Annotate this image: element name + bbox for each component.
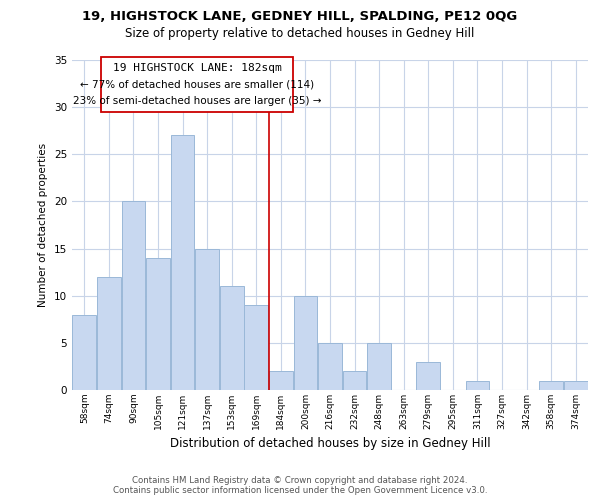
Bar: [466, 380, 490, 390]
Bar: [146, 258, 170, 390]
Text: 19, HIGHSTOCK LANE, GEDNEY HILL, SPALDING, PE12 0QG: 19, HIGHSTOCK LANE, GEDNEY HILL, SPALDIN…: [82, 10, 518, 23]
Text: 23% of semi-detached houses are larger (35) →: 23% of semi-detached houses are larger (…: [73, 96, 322, 106]
Bar: [97, 277, 121, 390]
FancyBboxPatch shape: [101, 57, 293, 112]
Text: ← 77% of detached houses are smaller (114): ← 77% of detached houses are smaller (11…: [80, 80, 314, 90]
Text: Size of property relative to detached houses in Gedney Hill: Size of property relative to detached ho…: [125, 28, 475, 40]
Bar: [220, 286, 244, 390]
Bar: [416, 362, 440, 390]
Bar: [122, 202, 145, 390]
Bar: [343, 371, 367, 390]
Text: Contains HM Land Registry data © Crown copyright and database right 2024.
Contai: Contains HM Land Registry data © Crown c…: [113, 476, 487, 495]
Bar: [73, 314, 96, 390]
Bar: [318, 343, 342, 390]
X-axis label: Distribution of detached houses by size in Gedney Hill: Distribution of detached houses by size …: [170, 438, 490, 450]
Bar: [244, 305, 268, 390]
Bar: [564, 380, 587, 390]
Text: 19 HIGHSTOCK LANE: 182sqm: 19 HIGHSTOCK LANE: 182sqm: [113, 62, 281, 72]
Bar: [539, 380, 563, 390]
Y-axis label: Number of detached properties: Number of detached properties: [38, 143, 49, 307]
Bar: [269, 371, 293, 390]
Bar: [367, 343, 391, 390]
Bar: [195, 248, 219, 390]
Bar: [293, 296, 317, 390]
Bar: [170, 136, 194, 390]
